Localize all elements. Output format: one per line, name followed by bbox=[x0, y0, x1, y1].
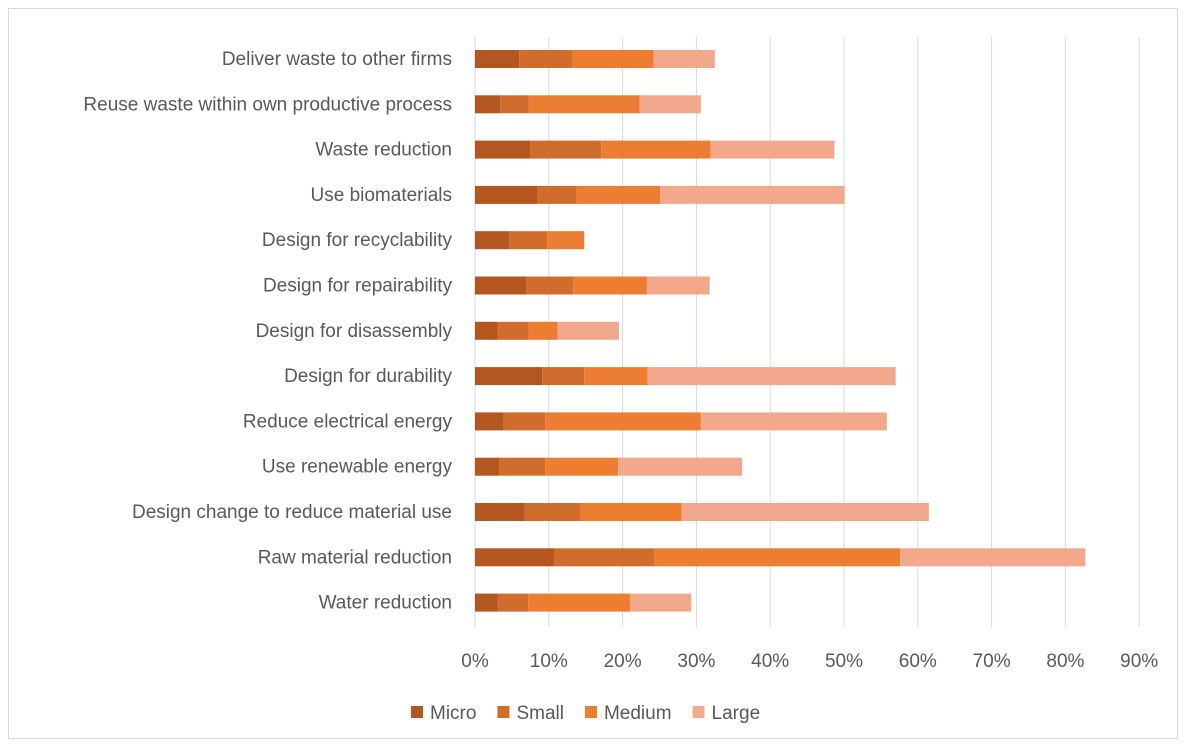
category-label: Water reduction bbox=[319, 593, 452, 614]
bar-segment-micro bbox=[475, 412, 504, 431]
legend-label: Medium bbox=[604, 703, 672, 724]
bar-segment-micro bbox=[475, 50, 520, 68]
bar-segment-large bbox=[700, 412, 887, 431]
bar-segment-small bbox=[542, 367, 585, 386]
bar-segment-small bbox=[500, 95, 529, 114]
bar-segment-large bbox=[900, 548, 1086, 567]
bar-segment-micro bbox=[475, 276, 527, 295]
bar-segment-small bbox=[503, 412, 546, 431]
category-label: Waste reduction bbox=[315, 140, 452, 161]
bar-segment-micro bbox=[475, 95, 501, 114]
bar-segment-large bbox=[629, 593, 692, 612]
category-label: Deliver waste to other firms bbox=[222, 49, 452, 70]
legend-swatch bbox=[584, 706, 597, 718]
bar-segment-micro bbox=[475, 367, 543, 386]
bar-segment-micro bbox=[475, 503, 525, 521]
bar-segment-medium bbox=[528, 95, 640, 114]
bar-segment-small bbox=[530, 140, 602, 159]
bar-segment-large bbox=[647, 367, 896, 386]
bar-segment-large bbox=[618, 457, 743, 476]
category-labels: Deliver waste to other firms Reuse waste … bbox=[83, 49, 452, 614]
bar-segment-large bbox=[639, 95, 701, 114]
bar-segment-medium bbox=[580, 503, 682, 521]
gridlines bbox=[474, 37, 1140, 627]
bar-segment-small bbox=[526, 276, 574, 295]
x-tick-label: 60% bbox=[899, 651, 937, 672]
bar-segment-medium bbox=[547, 231, 585, 250]
category-label: Reduce electrical energy bbox=[243, 411, 453, 432]
x-tick-label: 10% bbox=[530, 651, 568, 672]
legend-label: Large bbox=[712, 703, 761, 724]
bar-segment-small bbox=[553, 548, 655, 567]
bar-segment-micro bbox=[475, 231, 509, 250]
bars bbox=[475, 50, 1086, 612]
x-tick-label: 40% bbox=[751, 651, 789, 672]
legend-label: Micro bbox=[430, 703, 476, 724]
bar-segment-medium bbox=[573, 276, 647, 295]
category-label: Use biomaterials bbox=[311, 185, 453, 206]
category-label: Raw material reduction bbox=[258, 547, 452, 568]
x-tick-label: 20% bbox=[604, 651, 642, 672]
bar-segment-large bbox=[646, 276, 710, 295]
category-label: Design change to reduce material use bbox=[132, 502, 452, 523]
bar-segment-small bbox=[497, 321, 529, 340]
category-label: Design for repairability bbox=[263, 276, 453, 297]
legend: Micro Small Medium Large bbox=[411, 703, 760, 724]
bar-segment-small bbox=[536, 185, 577, 204]
bar-segment-large bbox=[653, 50, 715, 68]
x-tick-label: 0% bbox=[461, 651, 489, 672]
bar-segment-medium bbox=[572, 50, 654, 68]
category-label: Use renewable energy bbox=[262, 457, 453, 478]
bar-segment-small bbox=[508, 231, 548, 250]
legend-swatch bbox=[497, 706, 510, 718]
category-label: Design for recyclability bbox=[262, 230, 453, 251]
bar-segment-small bbox=[524, 503, 581, 521]
legend-swatch bbox=[411, 706, 423, 718]
bar-segment-large bbox=[681, 503, 929, 521]
bar-segment-medium bbox=[528, 593, 630, 612]
x-tick-label: 90% bbox=[1120, 651, 1158, 672]
x-tick-label: 30% bbox=[677, 651, 715, 672]
category-label: Design for durability bbox=[284, 366, 452, 387]
x-tick-label: 80% bbox=[1046, 651, 1084, 672]
bar-segment-micro bbox=[475, 548, 554, 567]
category-label: Reuse waste within own productive proces… bbox=[83, 94, 452, 115]
bar-segment-micro bbox=[475, 185, 537, 204]
bar-segment-medium bbox=[601, 140, 711, 159]
bar-segment-micro bbox=[475, 140, 531, 159]
x-tick-label: 50% bbox=[825, 651, 863, 672]
bar-segment-medium bbox=[545, 457, 619, 476]
bar-segment-medium bbox=[528, 321, 558, 340]
bar-segment-medium bbox=[545, 412, 701, 431]
x-tick-labels: 0% 10% 20% 30% 40% 50% 60% 70% 80% 90% bbox=[461, 651, 1158, 672]
x-tick-label: 70% bbox=[973, 651, 1011, 672]
bar-segment-medium bbox=[576, 185, 661, 204]
bar-segment-small bbox=[519, 50, 573, 68]
bar-segment-micro bbox=[475, 457, 500, 476]
bar-segment-medium bbox=[654, 548, 901, 567]
bar-segment-medium bbox=[584, 367, 648, 386]
legend-label: Small bbox=[516, 703, 564, 724]
bar-segment-large bbox=[710, 140, 835, 159]
bar-segment-large bbox=[557, 321, 619, 340]
bar-segment-micro bbox=[475, 321, 498, 340]
category-label: Design for disassembly bbox=[256, 321, 453, 342]
bar-segment-small bbox=[497, 593, 529, 612]
bar-segment-micro bbox=[475, 593, 498, 612]
legend-swatch bbox=[692, 706, 705, 718]
bar-segment-large bbox=[660, 185, 845, 204]
bar-segment-small bbox=[499, 457, 546, 476]
